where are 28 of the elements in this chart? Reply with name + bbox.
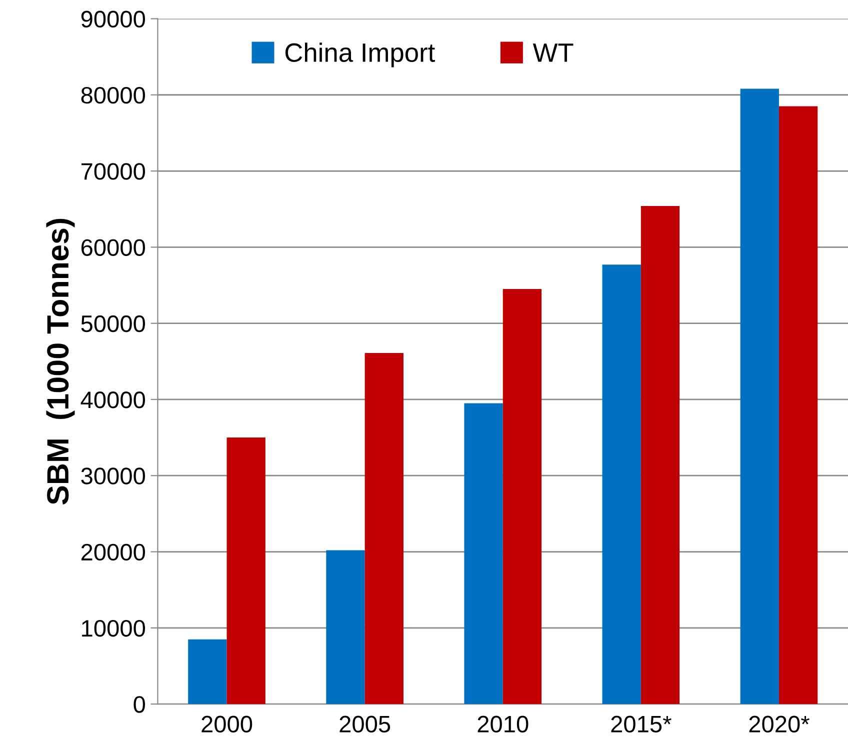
y-tick-label: 60000 (81, 239, 146, 256)
bar (640, 206, 680, 704)
bar (502, 289, 542, 704)
y-tick-label: 10000 (82, 620, 146, 637)
bar (602, 264, 641, 704)
x-tick-label: 2000 (202, 716, 252, 733)
y-axis-title: SBM (1000 Tonnes) (46, 218, 75, 505)
y-tick-label: 80000 (81, 86, 146, 104)
bar (188, 639, 227, 704)
y-tick-label: 30000 (81, 468, 146, 484)
bar (226, 438, 266, 704)
y-tick-label: 90000 (81, 10, 146, 28)
x-tick-label: 2010 (478, 716, 528, 733)
legend-label: China Import (285, 42, 435, 68)
y-tick-label: 40000 (80, 392, 146, 408)
legend-label: WT (532, 44, 574, 62)
bar (364, 353, 404, 704)
x-tick-label: 2020* (749, 716, 810, 733)
y-tick-label: 0 (134, 696, 145, 713)
y-tick-label: 20000 (81, 544, 146, 561)
bar (778, 106, 818, 704)
bar (740, 88, 779, 704)
x-tick-label: 2015* (611, 716, 672, 733)
bar (464, 403, 503, 704)
bar (326, 550, 365, 704)
x-tick-label: 2005 (340, 716, 390, 733)
y-tick-label: 70000 (81, 163, 146, 180)
y-tick-label: 50000 (81, 315, 146, 332)
